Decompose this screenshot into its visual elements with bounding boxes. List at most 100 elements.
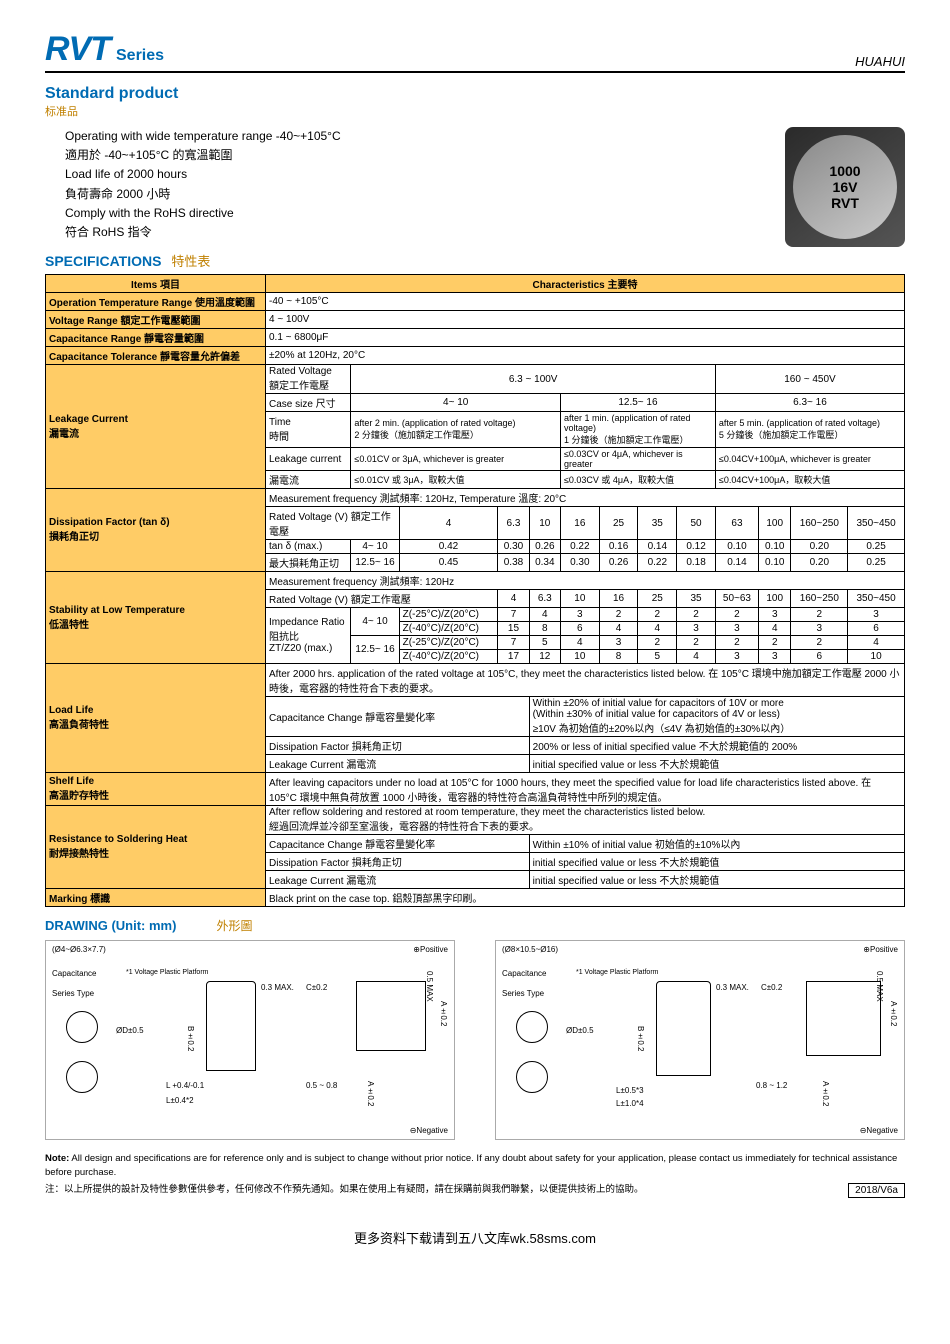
tan-val: 0.10 [715,540,758,554]
draw-lbl: 0.3 MAX. [261,983,294,992]
specifications-table: Items 項目 Characteristics 主要特 Operation T… [45,274,905,907]
shelflife-value: After leaving capacitors under no load a… [266,773,905,806]
intro-line: Load life of 2000 hours [65,165,341,184]
draw-lbl: Capacitance [52,969,96,978]
stab-val: 2 [599,608,638,622]
stab-val: 4 [758,622,790,636]
draw-lbl: 0.5 MAX [425,971,434,1002]
note-en: All design and specifications are for re… [45,1153,897,1178]
stab-val: 2 [791,636,848,650]
intro-row: Operating with wide temperature range -4… [45,127,905,247]
draw-lbl: ØD±0.5 [116,1026,144,1035]
op-temp-value: -40 ~ +105°C [266,293,905,311]
soldering-intro: After reflow soldering and restored at r… [266,806,905,835]
cap-tol-value: ±20% at 120Hz, 20°C [266,347,905,365]
marking-value: Black print on the case top. 鋁殼頂部黑字印刷。 [266,889,905,907]
cap-bot-icon [516,1061,548,1095]
stab-val: 3 [848,608,905,622]
max-prefix: 12.5~ 16 [351,554,399,572]
stab-v: 6.3 [529,590,560,608]
leakage-rv-label: Rated Voltage 額定工作電壓 [266,365,351,394]
lc2: ≤0.03CV or 4μA, whichever is greater [560,448,715,471]
lc1: ≤0.01CV or 3μA, whichever is greater [351,448,561,471]
time3: after 5 min. (application of rated volta… [715,412,904,448]
ll-cap-label: Capacitance Change 靜電容量變化率 [266,697,530,737]
stab-val: 12 [529,650,560,664]
max-val: 0.20 [791,554,848,572]
tan-val: 0.12 [677,540,716,554]
draw-lbl: A±0.2 [821,1081,830,1106]
draw-lbl: *1 Voltage Plastic Platform [126,969,209,976]
cond-label: Z(-25°C)/Z(20°C) [399,608,498,622]
stability-label: Stability at Low Temperature 低溫特性 [46,572,266,664]
diss-v: 100 [758,507,790,540]
stab-val: 2 [715,636,758,650]
case1: 4~ 10 [351,394,561,412]
tan-val: 0.25 [848,540,905,554]
tan-val: 0.26 [529,540,560,554]
draw-lbl: L±1.0*4 [616,1099,644,1108]
stab-val: 7 [498,636,529,650]
ll-df-label: Dissipation Factor 損耗角正切 [266,737,530,755]
diss-v: 25 [599,507,638,540]
series-block: RVT Series [45,30,164,69]
draw-lbl: A±0.2 [889,1001,898,1026]
cap-tol-label: Capacitance Tolerance 靜電容量允許偏差 [46,347,266,365]
stab-v: 4 [498,590,529,608]
draw-lbl: L±0.5*3 [616,1086,644,1095]
case2: 12.5~ 16 [560,394,715,412]
stab-val: 4 [638,622,677,636]
draw-lbl: A±0.2 [439,1001,448,1026]
stab-v: 50~63 [715,590,758,608]
stab-val: 5 [638,650,677,664]
ll-df-val: 200% or less of initial specified value … [529,737,904,755]
loadlife-label: Load Life 高溫負荷特性 [46,664,266,773]
stab-v: 100 [758,590,790,608]
leak-label-cn: 漏電流 [266,471,351,489]
series-code: RVT [45,30,110,69]
stab-val: 6 [791,650,848,664]
drawing-title-en: DRAWING (Unit: mm) [45,918,176,933]
max-label: 最大損耗角正切 [266,554,351,572]
stab-val: 2 [791,608,848,622]
tan-val: 0.20 [791,540,848,554]
cap-top-icon [66,1011,98,1045]
stab-val: 3 [677,622,716,636]
max-val: 0.38 [498,554,529,572]
tan-val: 0.42 [399,540,498,554]
spec-title-cn: 特性表 [171,251,210,270]
tan-label: tan δ (max.) [266,540,351,554]
cap-bot-icon [66,1061,98,1095]
version-box: 2018/V6a [848,1183,905,1198]
cond-label: Z(-40°C)/Z(20°C) [399,650,498,664]
note-cn: 注：以上所提供的設計及特性參數僅供參考，任何修改不作預先通知。如果在使用上有疑問… [45,1183,644,1197]
stab-v: 350~450 [848,590,905,608]
sold-df-val: initial specified value or less 不大於規範值 [529,853,904,871]
drawing-right: (Ø8×10.5~Ø16) ⊕Positive ⊖Negative Capaci… [495,940,905,1140]
loadlife-intro: After 2000 hrs. application of the rated… [266,664,905,697]
draw-lbl: C±0.2 [306,983,327,992]
time-label: Time 時間 [266,412,351,448]
max-val: 0.30 [560,554,599,572]
brand-name: HUAHUI [855,54,905,69]
case3: 6.3~ 16 [715,394,904,412]
stab-val: 3 [560,608,599,622]
diss-v: 4 [399,507,498,540]
stab-rv-label: Rated Voltage (V) 額定工作電壓 [266,590,498,608]
stab-v: 16 [599,590,638,608]
stab-val: 3 [758,608,790,622]
stab-val: 3 [791,622,848,636]
draw-lbl: Capacitance [502,969,546,978]
group2-prefix: 12.5~ 16 [351,636,399,664]
ll-lc-label: Leakage Current 漏電流 [266,755,530,773]
draw-lbl: Series Type [502,989,544,998]
tan-val: 0.22 [560,540,599,554]
stab-v: 160~250 [791,590,848,608]
diss-v: 10 [529,507,560,540]
sold-cap-label: Capacitance Change 靜電容量變化率 [266,835,530,853]
stab-v: 25 [638,590,677,608]
diss-v: 6.3 [498,507,529,540]
intro-line: Comply with the RoHS directive [65,204,341,223]
intro-line: 適用於 -40~+105°C 的寬溫範圍 [65,146,341,165]
time1: after 2 min. (application of rated volta… [351,412,561,448]
